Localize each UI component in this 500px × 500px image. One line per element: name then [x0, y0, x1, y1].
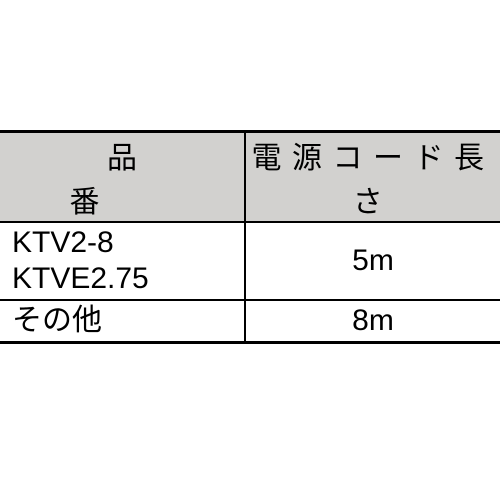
header-part-no: 品番 — [0, 132, 245, 223]
spec-table: 品番 電源コード長さ KTV2-8 KTVE2.75 5m その他 8m — [0, 130, 500, 344]
part-no-line: KTV2-8 — [12, 225, 244, 261]
cell-part-no: KTV2-8 KTVE2.75 — [0, 222, 245, 300]
header-row: 品番 電源コード長さ — [0, 132, 500, 223]
header-cord-length: 電源コード長さ — [245, 132, 500, 223]
part-no-line: その他 — [12, 303, 244, 339]
cell-cord-length: 5m — [245, 222, 500, 300]
cell-cord-length: 8m — [245, 300, 500, 343]
cell-part-no: その他 — [0, 300, 245, 343]
part-no-line: KTVE2.75 — [12, 261, 244, 297]
table-row: KTV2-8 KTVE2.75 5m — [0, 222, 500, 300]
table-row: その他 8m — [0, 300, 500, 343]
spec-table-container: 品番 電源コード長さ KTV2-8 KTVE2.75 5m その他 8m — [0, 130, 500, 344]
